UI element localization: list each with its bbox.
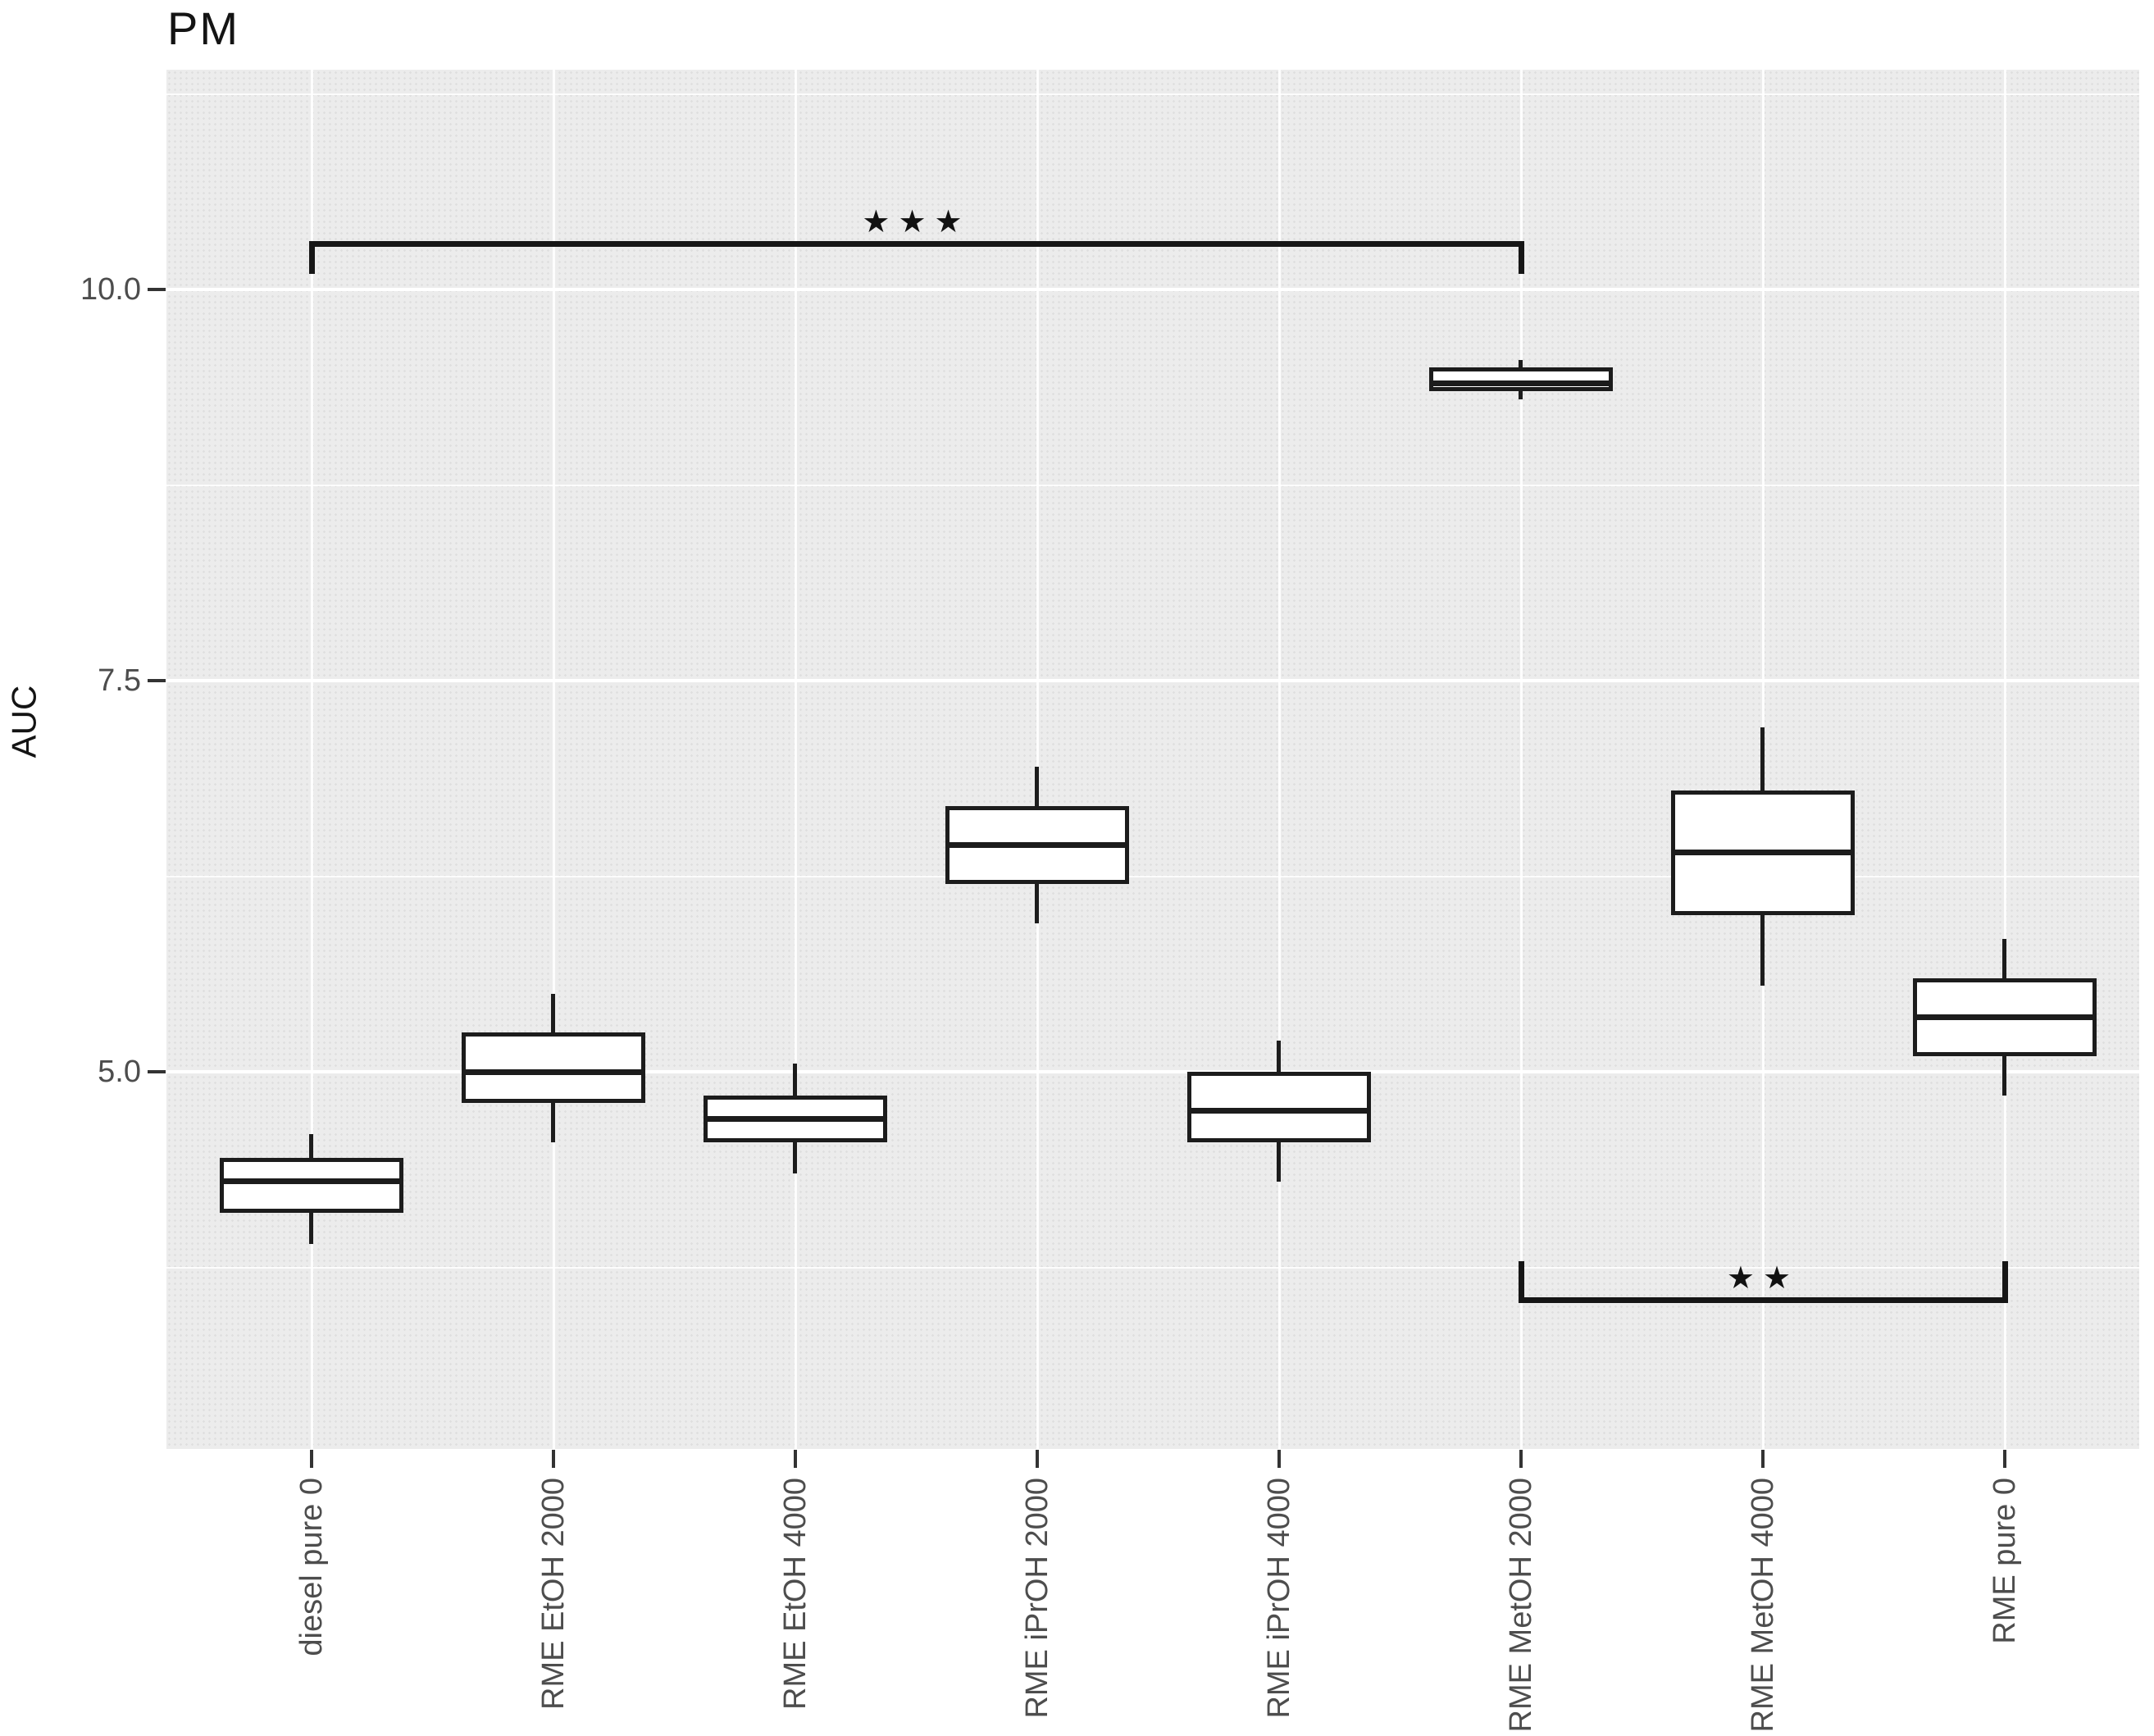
gridline-vertical-rme-etoh-2000 (552, 70, 555, 1449)
whisker-upper (793, 1064, 797, 1096)
gridline-vertical-rme-iproh-4000 (1277, 70, 1281, 1449)
whisker-lower (309, 1212, 313, 1244)
significance-stars: ★★★ (862, 204, 971, 239)
whisker-lower (1035, 884, 1039, 923)
y-axis-title-box: AUC (0, 631, 48, 812)
x-tick-label-diesel-pure-0: diesel pure 0 (294, 1478, 329, 1656)
significance-stars: ★★ (1726, 1260, 1800, 1296)
gridline-major-horizontal (166, 1070, 2139, 1073)
whisker-upper (2002, 938, 2006, 978)
box-iqr (1429, 367, 1613, 391)
x-tick-mark (310, 1450, 313, 1468)
x-tick-mark (1036, 1450, 1039, 1468)
box-iqr (1187, 1072, 1371, 1142)
bracket-tick-right (1518, 244, 1524, 274)
y-axis-title: AUC (4, 685, 43, 759)
whisker-lower (793, 1141, 797, 1174)
median-line (945, 841, 1129, 848)
plot-panel: ★★★ ★★ (166, 70, 2139, 1449)
gridline-vertical-rme-pure-0 (2003, 70, 2006, 1449)
gridline-vertical-diesel-pure-0 (310, 70, 313, 1449)
chart-title: PM (167, 2, 239, 54)
gridline-vertical-rme-iproh-2000 (1036, 70, 1039, 1449)
x-tick-label-rme-metoh-2000: RME MetOH 2000 (1504, 1478, 1538, 1733)
box-iqr (220, 1157, 403, 1213)
x-tick-label-rme-pure-0: RME pure 0 (1988, 1478, 2022, 1644)
whisker-lower (1277, 1141, 1281, 1182)
y-tick-label: 5.0 (98, 1055, 141, 1089)
gridline-vertical-rme-metoh-2000 (1519, 70, 1523, 1449)
gridline-minor-horizontal (166, 1266, 2139, 1269)
median-line (1429, 380, 1613, 386)
gridline-major-horizontal (166, 288, 2139, 291)
gridline-minor-horizontal (166, 484, 2139, 486)
x-tick-label-rme-etoh-2000: RME EtOH 2000 (536, 1478, 571, 1710)
x-tick-mark (552, 1450, 555, 1468)
whisker-upper (551, 993, 555, 1033)
x-tick-label-rme-iproh-2000: RME iPrOH 2000 (1020, 1478, 1054, 1719)
median-line (1187, 1108, 1371, 1114)
gridline-minor-horizontal (166, 93, 2139, 95)
whisker-upper (1760, 727, 1765, 791)
bracket-bar (308, 241, 1524, 248)
whisker-lower (2002, 1055, 2006, 1096)
gridline-minor-horizontal (166, 875, 2139, 877)
bracket-tick-left (1518, 1260, 1524, 1301)
whisker-lower (1519, 391, 1523, 399)
bracket-tick-right (2001, 1260, 2008, 1301)
x-tick-mark (1761, 1450, 1765, 1468)
x-tick-mark (794, 1450, 797, 1468)
whisker-upper (1277, 1040, 1281, 1072)
y-tick-label: 7.5 (98, 663, 141, 698)
x-tick-mark (2003, 1450, 2006, 1468)
gridline-vertical-rme-etoh-4000 (794, 70, 797, 1449)
box-iqr (462, 1032, 645, 1104)
x-tick-mark (1277, 1450, 1281, 1468)
bracket-bar (1518, 1297, 2008, 1304)
whisker-lower (551, 1103, 555, 1142)
median-line (1671, 850, 1855, 856)
x-tick-mark (1519, 1450, 1523, 1468)
gridline-major-horizontal (166, 679, 2139, 682)
y-tick-mark (148, 1070, 166, 1073)
whisker-lower (1760, 915, 1765, 986)
whisker-upper (1035, 766, 1039, 806)
median-line (462, 1068, 645, 1075)
y-tick-label: 10.0 (80, 272, 141, 307)
y-tick-mark (148, 288, 166, 291)
whisker-upper (1519, 359, 1523, 368)
median-line (1913, 1014, 2097, 1020)
median-line (704, 1115, 887, 1122)
y-tick-mark (148, 679, 166, 682)
median-line (220, 1178, 403, 1185)
bracket-tick-left (308, 244, 315, 274)
x-tick-label-rme-etoh-4000: RME EtOH 4000 (778, 1478, 813, 1710)
x-tick-label-rme-iproh-4000: RME iPrOH 4000 (1262, 1478, 1296, 1719)
x-tick-label-rme-metoh-4000: RME MetOH 4000 (1746, 1478, 1780, 1733)
whisker-upper (309, 1134, 313, 1158)
